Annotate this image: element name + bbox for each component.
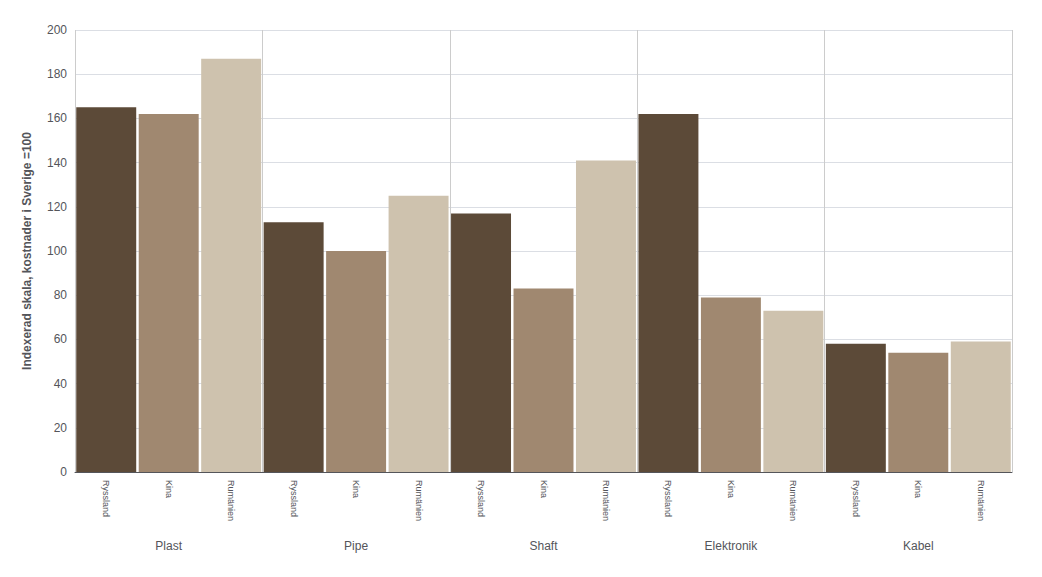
svg-text:100: 100 [47,244,67,258]
svg-text:Kina: Kina [351,480,361,498]
svg-text:160: 160 [47,111,67,125]
svg-text:20: 20 [54,421,68,435]
svg-text:Elektronik: Elektronik [705,539,759,553]
svg-text:Ryssland: Ryssland [663,480,673,517]
svg-text:Rumänien: Rumänien [601,480,611,521]
svg-text:Indexerad skala, kostnader i S: Indexerad skala, kostnader i Sverige =10… [20,132,34,370]
svg-text:Rumänien: Rumänien [226,480,236,521]
svg-text:Pipe: Pipe [344,539,368,553]
svg-text:Rumänien: Rumänien [414,480,424,521]
svg-text:Kabel: Kabel [903,539,934,553]
svg-text:80: 80 [54,288,68,302]
svg-text:40: 40 [54,377,68,391]
svg-text:180: 180 [47,67,67,81]
svg-text:Kina: Kina [164,480,174,498]
svg-text:200: 200 [47,23,67,37]
svg-text:60: 60 [54,332,68,346]
svg-text:Ryssland: Ryssland [101,480,111,517]
svg-text:140: 140 [47,156,67,170]
svg-text:Rumänien: Rumänien [976,480,986,521]
svg-text:Rumänien: Rumänien [788,480,798,521]
svg-text:Plast: Plast [155,539,182,553]
svg-text:Kina: Kina [726,480,736,498]
svg-text:Ryssland: Ryssland [289,480,299,517]
svg-text:120: 120 [47,200,67,214]
svg-text:Shaft: Shaft [529,539,558,553]
svg-text:Kina: Kina [913,480,923,498]
svg-text:Ryssland: Ryssland [476,480,486,517]
svg-text:Kina: Kina [539,480,549,498]
svg-text:Ryssland: Ryssland [851,480,861,517]
svg-text:0: 0 [60,465,67,479]
